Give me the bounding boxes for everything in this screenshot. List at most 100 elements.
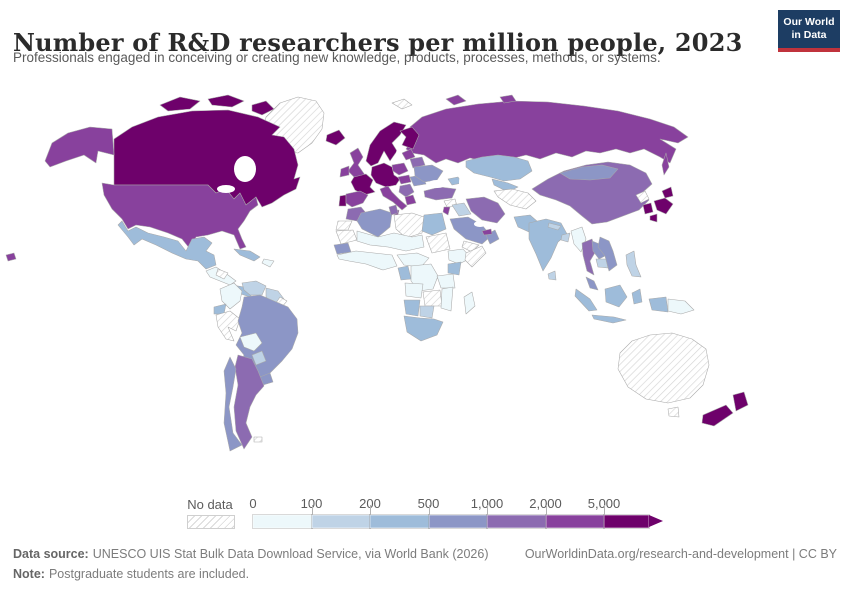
country-china[interactable] (531, 161, 653, 225)
country-sudan[interactable] (425, 232, 451, 254)
country-turkmenistan-afghanistan[interactable] (493, 188, 537, 210)
country-sumatra[interactable] (574, 288, 598, 312)
country-honduras[interactable] (215, 268, 229, 280)
country-japan-kyushu[interactable] (649, 213, 658, 223)
country-western-sahara[interactable] (335, 220, 353, 231)
country-japan-hokkaido[interactable] (661, 186, 674, 199)
country-france[interactable] (350, 173, 376, 196)
country-israel-jordan[interactable] (442, 206, 451, 216)
country-malaysia[interactable] (585, 276, 599, 291)
country-angola[interactable] (404, 282, 424, 299)
country-saudi-arabia[interactable] (449, 216, 492, 245)
country-botswana[interactable] (419, 305, 435, 319)
country-mongolia[interactable] (559, 164, 619, 181)
country-baltics[interactable] (401, 148, 416, 161)
country-zambia-zimbabwe[interactable] (422, 289, 443, 307)
country-portugal[interactable] (338, 194, 347, 207)
country-sahel[interactable] (356, 230, 425, 252)
country-west-papua[interactable] (648, 296, 669, 313)
country-australia[interactable] (617, 332, 710, 404)
country-kenya[interactable] (447, 261, 462, 276)
country-north-korea[interactable] (635, 190, 650, 204)
country-spain[interactable] (345, 190, 369, 208)
country-south-africa[interactable] (403, 315, 444, 342)
country-russian-arctic[interactable] (499, 94, 517, 104)
country-new-zealand-south[interactable] (701, 404, 734, 427)
legend-segment-100-200[interactable] (310, 514, 371, 529)
country-venezuela[interactable] (241, 280, 267, 296)
country-vietnam[interactable] (597, 236, 618, 272)
country-alaska[interactable] (44, 126, 115, 168)
country-mexico[interactable] (117, 220, 217, 270)
country-sri-lanka[interactable] (547, 270, 557, 281)
country-balkans[interactable] (398, 183, 415, 198)
legend-segment-500-1,000[interactable] (427, 514, 488, 529)
country-chile[interactable] (223, 356, 243, 452)
country-namibia[interactable] (403, 299, 421, 317)
country-philippines[interactable] (625, 250, 642, 278)
country-sulawesi[interactable] (631, 288, 643, 305)
country-canada-arctic-islands[interactable] (207, 94, 245, 108)
country-cuba[interactable] (233, 248, 261, 262)
country-tunisia[interactable] (388, 204, 399, 216)
country-turkey[interactable] (423, 186, 457, 201)
country-uae[interactable] (481, 228, 493, 236)
country-india[interactable] (528, 218, 568, 272)
country-hawaii[interactable] (5, 252, 17, 262)
legend-segment-1,000-2,000[interactable] (486, 514, 547, 529)
country-bangladesh[interactable] (560, 232, 571, 243)
country-peru[interactable] (215, 310, 241, 342)
country-libya[interactable] (393, 212, 425, 239)
country-new-zealand-north[interactable] (732, 391, 749, 412)
country-algeria[interactable] (356, 208, 393, 238)
country-belarus[interactable] (409, 156, 426, 169)
country-nepal[interactable] (547, 222, 562, 231)
country-java[interactable] (591, 314, 627, 324)
country-papua-new-guinea[interactable] (667, 298, 695, 315)
world-choropleth-map[interactable] (0, 93, 850, 495)
country-hispaniola[interactable] (261, 258, 275, 268)
owid-logo[interactable]: Our World in Data (778, 10, 840, 52)
country-kazakhstan[interactable] (465, 154, 533, 182)
legend-segment-200-500[interactable] (369, 514, 430, 529)
country-falkland-islands[interactable] (253, 436, 263, 443)
country-uk[interactable] (347, 147, 366, 179)
country-poland[interactable] (391, 162, 409, 176)
country-central-africa[interactable] (396, 252, 430, 268)
legend-segment-0-100[interactable] (252, 514, 313, 529)
country-japan-honshu[interactable] (653, 197, 674, 215)
country-paraguay[interactable] (251, 350, 267, 366)
country-argentina[interactable] (233, 354, 265, 450)
country-iraq[interactable] (451, 202, 472, 217)
country-tasmania[interactable] (667, 406, 680, 418)
country-italy[interactable] (379, 185, 408, 211)
country-greece[interactable] (404, 194, 417, 206)
country-ireland[interactable] (339, 165, 350, 178)
country-norway-sweden[interactable] (365, 121, 407, 167)
country-bolivia[interactable] (239, 332, 263, 352)
country-tanzania[interactable] (436, 273, 456, 289)
country-usa[interactable] (101, 182, 259, 250)
country-iran[interactable] (465, 196, 506, 224)
country-congo[interactable] (397, 265, 412, 281)
country-iceland[interactable] (325, 129, 346, 146)
country-sakhalin[interactable] (661, 152, 670, 176)
country-mauritania[interactable] (335, 229, 358, 245)
legend-no-data-swatch[interactable] (187, 515, 235, 529)
legend-segment-2,000-5,000[interactable] (544, 514, 605, 529)
country-colombia[interactable] (219, 282, 243, 310)
country-west-europe[interactable] (370, 162, 401, 188)
owid-license-link[interactable]: OurWorldinData.org/research-and-developm… (524, 547, 837, 561)
country-south-korea[interactable] (642, 202, 654, 215)
country-canada-arctic-islands[interactable] (251, 100, 275, 116)
country-egypt[interactable] (421, 212, 447, 236)
country-west-africa[interactable] (336, 250, 398, 271)
country-canada-arctic-islands[interactable] (159, 96, 201, 112)
country-russian-arctic[interactable] (445, 94, 467, 106)
country-madagascar[interactable] (463, 291, 476, 315)
country-borneo[interactable] (604, 284, 628, 308)
country-mozambique[interactable] (440, 286, 454, 312)
legend-color-bar[interactable] (252, 514, 663, 529)
country-finland[interactable] (399, 126, 420, 150)
country-somalia[interactable] (464, 245, 487, 268)
